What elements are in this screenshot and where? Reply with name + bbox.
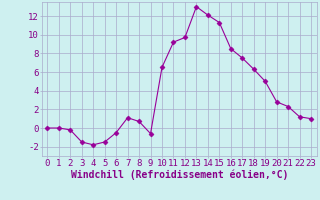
X-axis label: Windchill (Refroidissement éolien,°C): Windchill (Refroidissement éolien,°C)	[70, 169, 288, 180]
